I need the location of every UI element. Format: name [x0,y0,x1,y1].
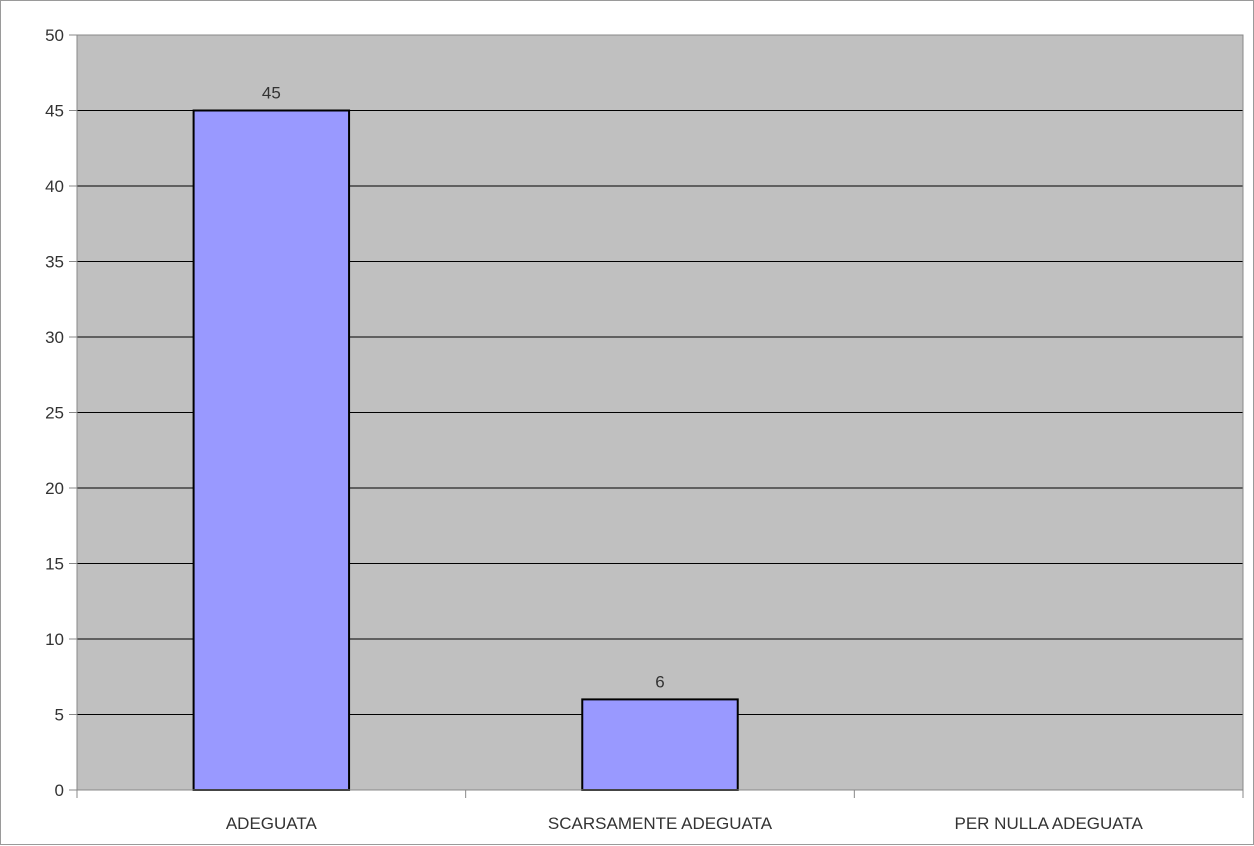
y-tick-label: 15 [45,555,64,574]
x-category-label: ADEGUATA [226,814,318,833]
data-label: 6 [655,672,664,691]
y-tick-label: 40 [45,177,64,196]
y-tick-label: 10 [45,630,64,649]
plot-border [76,34,1244,791]
x-category-label: SCARSAMENTE ADEGUATA [548,814,773,833]
data-label: 45 [262,84,281,103]
y-tick-label: 25 [45,404,64,423]
y-tick-label: 45 [45,102,64,121]
y-tick-label: 5 [55,706,64,725]
labels: 0 5 10 15 20 25 30 35 40 45 50 45 ADEGUATA 6 SCARSAMEN… [45,26,1143,833]
y-tick-label: 35 [45,253,64,272]
bar-scarsamente-adeguata [581,698,739,792]
y-tick-label: 30 [45,328,64,347]
y-tick-label: 0 [55,781,64,800]
y-tick-label: 20 [45,479,64,498]
bars [192,109,739,792]
bar-adeguata [192,109,351,791]
y-tick-label: 50 [45,26,64,45]
axes [69,34,1244,798]
x-category-label: PER NULLA ADEGUATA [955,814,1144,833]
